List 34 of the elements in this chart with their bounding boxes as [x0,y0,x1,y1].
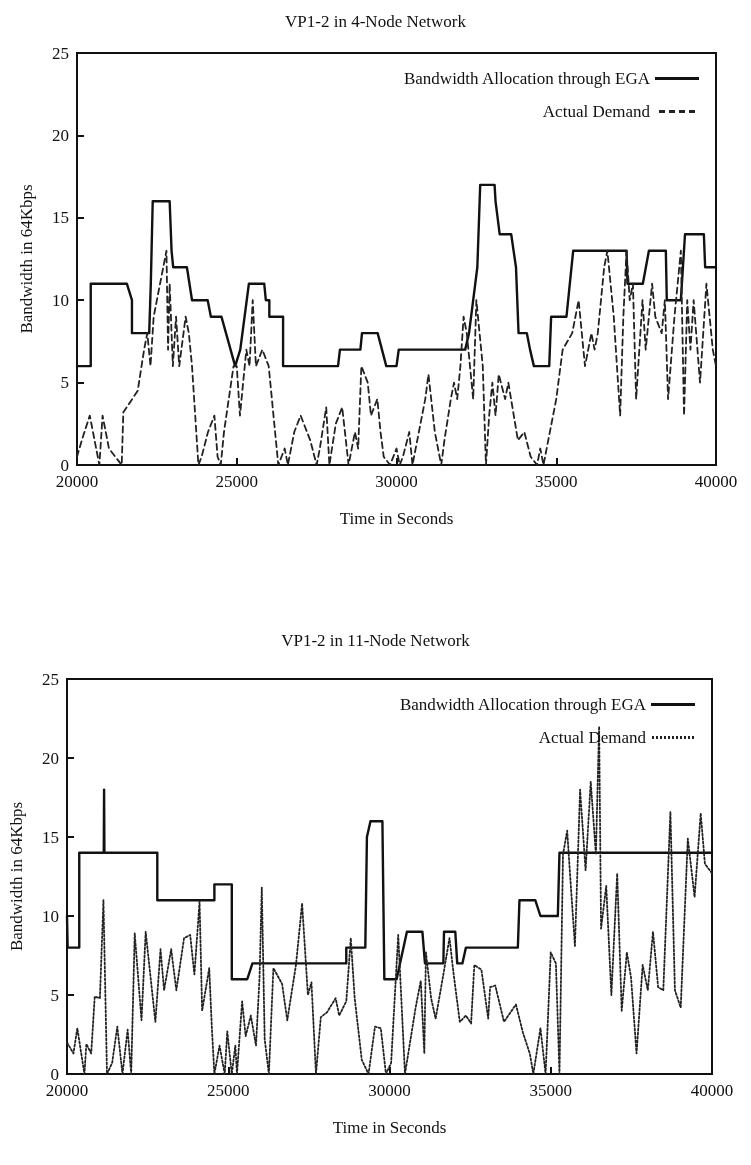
line-series [66,725,713,1075]
x-tick-label: 20000 [55,472,99,491]
y-tick-label: 15 [42,827,59,847]
y-tick-label: 10 [42,906,59,926]
y-tick-label: 5 [60,373,69,393]
y-tick-label: 5 [50,985,59,1005]
x-tick-label: 35000 [535,472,578,491]
y-tick-label: 0 [50,1064,59,1084]
x-tick-label: 35000 [529,1081,572,1100]
y-axis-title: Bandwidth in 64Kbps [7,801,26,952]
x-axis-title: Time in Seconds [339,509,454,528]
line-series [76,249,717,466]
legend-label: Actual Demand [542,102,651,121]
y-tick-label: 25 [52,43,69,63]
x-tick-label: 30000 [368,1081,411,1100]
y-tick-label: 15 [52,208,69,228]
x-tick-label: 40000 [690,1081,734,1100]
x-tick-label: 30000 [375,472,418,491]
chart-title: VP1-2 in 4-Node Network [285,12,467,31]
y-axis-title: Bandwidth in 64Kbps [17,184,36,334]
x-tick-label: 25000 [215,472,258,491]
x-tick-label: 40000 [694,472,738,491]
y-tick-label: 20 [42,748,59,768]
legend-label: Actual Demand [538,728,647,747]
y-tick-label: 10 [52,290,69,310]
x-tick-label: 25000 [207,1081,250,1100]
x-axis-title: Time in Seconds [332,1118,447,1137]
x-tick-label: 20000 [45,1081,89,1100]
y-tick-label: 0 [60,455,69,475]
chart-title: VP1-2 in 11-Node Network [281,631,471,650]
y-tick-label: 20 [52,125,69,145]
y-tick-label: 25 [42,669,59,689]
legend-label: Bandwidth Allocation through EGA [403,69,651,88]
legend-label: Bandwidth Allocation through EGA [399,695,647,714]
